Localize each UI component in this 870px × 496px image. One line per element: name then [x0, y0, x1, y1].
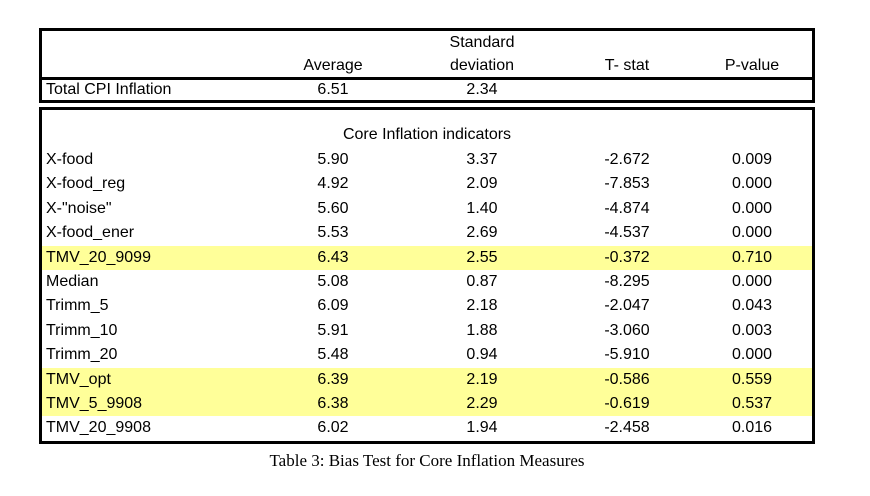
std-dev-value: 0.94 [466, 346, 498, 364]
p-value-value: 0.559 [731, 370, 773, 388]
average-value: 5.60 [317, 199, 349, 217]
row-label: TMV_20_9099 [46, 248, 151, 266]
std-dev-value: 2.55 [466, 248, 498, 266]
std-dev-value: 2.09 [466, 175, 498, 193]
row-label: Trimm_10 [46, 321, 118, 339]
std-dev-value: 2.69 [466, 224, 498, 242]
p-value-value: 0.000 [731, 346, 773, 364]
std-dev-value: 2.34 [466, 81, 498, 98]
column-header-std-line2: deviation [449, 57, 515, 74]
std-dev-value: 1.40 [466, 199, 498, 217]
average-value: 5.53 [317, 224, 349, 242]
average-value: 6.43 [317, 248, 349, 266]
average-value: 6.09 [317, 297, 349, 315]
table-header-row: Average Standard deviation T- stat P-val… [42, 31, 812, 77]
p-value-value: 0.000 [731, 272, 773, 290]
p-value-value: 0.009 [731, 151, 773, 168]
p-value-value: 0.710 [731, 248, 773, 266]
p-value-value: 0.016 [731, 419, 773, 437]
table-caption: Table 3: Bias Test for Core Inflation Me… [269, 451, 585, 470]
column-header-std-deviation: Standard deviation [402, 31, 562, 77]
p-value-value [692, 80, 812, 100]
std-dev-value: 0.87 [466, 272, 498, 290]
column-header-t-stat: T- stat [604, 57, 650, 74]
average-value: 5.90 [317, 151, 349, 168]
std-dev-value: 3.37 [466, 151, 498, 168]
column-header-average: Average [303, 57, 363, 74]
table-row: TMV_20_9908 6.02 1.94 -2.458 0.016 [42, 416, 812, 440]
t-stat-value: -0.372 [604, 248, 650, 266]
row-label: X-food_reg [46, 175, 126, 193]
table-row: TMV_5_9908 6.38 2.29 -0.619 0.537 [42, 391, 812, 417]
t-stat-value: -0.619 [604, 394, 650, 412]
t-stat-value: -4.874 [604, 199, 650, 217]
row-label: X-food_ener [46, 224, 135, 242]
std-dev-value: 2.29 [466, 394, 498, 412]
table-row: X-food_ener 5.53 2.69 -4.537 0.000 [42, 221, 812, 245]
t-stat-value: -7.853 [604, 175, 650, 193]
row-label: TMV_opt [46, 370, 111, 388]
table-row: X-food_reg 4.92 2.09 -7.853 0.000 [42, 172, 812, 196]
average-value: 6.02 [317, 419, 349, 437]
column-header-std-line1: Standard [449, 34, 515, 51]
table-row: X-food 5.90 3.37 -2.672 0.009 [42, 148, 812, 172]
t-stat-value: -3.060 [604, 321, 650, 339]
average-value: 5.91 [317, 321, 349, 339]
table-row: TMV_20_9099 6.43 2.55 -0.372 0.710 [42, 245, 812, 270]
row-label: X-"noise" [46, 199, 112, 217]
p-value-value: 0.000 [731, 224, 773, 242]
table-row: Trimm_5 6.09 2.18 -2.047 0.043 [42, 294, 812, 318]
average-value: 4.92 [317, 175, 349, 193]
p-value-value: 0.000 [731, 175, 773, 193]
average-value: 5.48 [317, 346, 349, 364]
table-row: TMV_opt 6.39 2.19 -0.586 0.559 [42, 367, 812, 392]
table-row-total-cpi: Total CPI Inflation 6.51 2.34 [42, 77, 812, 100]
table-row: Trimm_10 5.91 1.88 -3.060 0.003 [42, 319, 812, 343]
std-dev-value: 1.94 [466, 419, 498, 437]
std-dev-value: 2.18 [466, 297, 498, 315]
table-row: Median 5.08 0.87 -8.295 0.000 [42, 270, 812, 294]
std-dev-value: 1.88 [466, 321, 498, 339]
row-label: Trimm_20 [46, 346, 118, 364]
row-label: TMV_5_9908 [46, 394, 143, 412]
table-row: X-"noise" 5.60 1.40 -4.874 0.000 [42, 197, 812, 221]
t-stat-value [562, 80, 692, 100]
p-value-value: 0.043 [731, 297, 773, 315]
row-label: Trimm_5 [46, 297, 109, 315]
average-value: 6.51 [317, 81, 349, 98]
bias-test-table-header-box: Average Standard deviation T- stat P-val… [39, 28, 815, 103]
row-label: TMV_20_9908 [46, 419, 151, 437]
p-value-value: 0.003 [731, 321, 773, 339]
t-stat-value: -8.295 [604, 272, 650, 290]
row-label: Median [46, 272, 99, 290]
std-dev-value: 2.19 [466, 370, 498, 388]
column-header-p-value: P-value [724, 57, 780, 74]
t-stat-value: -2.672 [604, 151, 650, 168]
p-value-value: 0.000 [731, 199, 773, 217]
row-label: X-food [46, 151, 94, 168]
section-title: Core Inflation indicators [342, 126, 512, 143]
row-label: Total CPI Inflation [46, 81, 172, 98]
p-value-value: 0.537 [731, 394, 773, 412]
average-value: 5.08 [317, 272, 349, 290]
t-stat-value: -2.047 [604, 297, 650, 315]
average-value: 6.38 [317, 394, 349, 412]
table-row: Trimm_20 5.48 0.94 -5.910 0.000 [42, 343, 812, 367]
t-stat-value: -0.586 [604, 370, 650, 388]
t-stat-value: -5.910 [604, 346, 650, 364]
t-stat-value: -4.537 [604, 224, 650, 242]
average-value: 6.39 [317, 370, 349, 388]
bias-test-table-body-box: Core Inflation indicators X-food 5.90 3.… [39, 107, 815, 444]
t-stat-value: -2.458 [604, 419, 650, 437]
